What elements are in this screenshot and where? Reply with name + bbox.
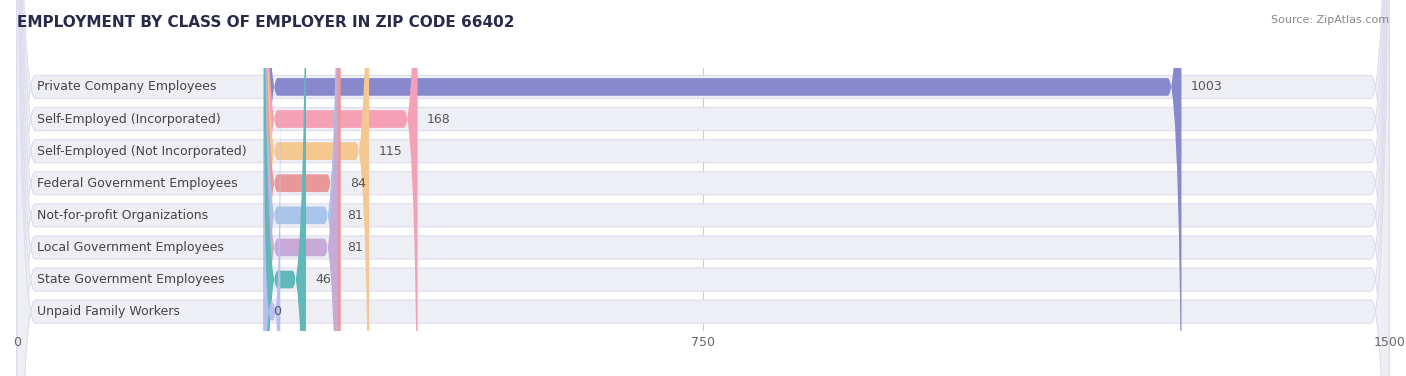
FancyBboxPatch shape bbox=[264, 0, 337, 376]
Text: 168: 168 bbox=[426, 112, 450, 126]
Text: Private Company Employees: Private Company Employees bbox=[37, 80, 217, 94]
FancyBboxPatch shape bbox=[17, 0, 1389, 376]
FancyBboxPatch shape bbox=[264, 0, 418, 376]
Text: 46: 46 bbox=[315, 273, 330, 286]
FancyBboxPatch shape bbox=[17, 0, 1389, 376]
Text: Not-for-profit Organizations: Not-for-profit Organizations bbox=[37, 209, 208, 222]
Text: 81: 81 bbox=[347, 241, 363, 254]
Text: 81: 81 bbox=[347, 209, 363, 222]
FancyBboxPatch shape bbox=[17, 0, 1389, 376]
Text: 115: 115 bbox=[378, 145, 402, 158]
FancyBboxPatch shape bbox=[17, 0, 1389, 376]
FancyBboxPatch shape bbox=[264, 0, 370, 376]
FancyBboxPatch shape bbox=[264, 0, 340, 376]
Text: Source: ZipAtlas.com: Source: ZipAtlas.com bbox=[1271, 15, 1389, 25]
FancyBboxPatch shape bbox=[17, 0, 1389, 376]
FancyBboxPatch shape bbox=[264, 0, 1181, 376]
Text: Self-Employed (Incorporated): Self-Employed (Incorporated) bbox=[37, 112, 221, 126]
FancyBboxPatch shape bbox=[17, 0, 1389, 376]
Text: Federal Government Employees: Federal Government Employees bbox=[37, 177, 238, 190]
Text: 84: 84 bbox=[350, 177, 366, 190]
Text: EMPLOYMENT BY CLASS OF EMPLOYER IN ZIP CODE 66402: EMPLOYMENT BY CLASS OF EMPLOYER IN ZIP C… bbox=[17, 15, 515, 30]
Text: State Government Employees: State Government Employees bbox=[37, 273, 225, 286]
FancyBboxPatch shape bbox=[17, 0, 1389, 376]
FancyBboxPatch shape bbox=[264, 64, 280, 376]
FancyBboxPatch shape bbox=[264, 0, 307, 376]
Text: 0: 0 bbox=[273, 305, 281, 318]
Text: Self-Employed (Not Incorporated): Self-Employed (Not Incorporated) bbox=[37, 145, 246, 158]
Text: Unpaid Family Workers: Unpaid Family Workers bbox=[37, 305, 180, 318]
FancyBboxPatch shape bbox=[17, 0, 1389, 376]
Text: 1003: 1003 bbox=[1191, 80, 1222, 94]
Text: Local Government Employees: Local Government Employees bbox=[37, 241, 224, 254]
FancyBboxPatch shape bbox=[264, 0, 337, 376]
